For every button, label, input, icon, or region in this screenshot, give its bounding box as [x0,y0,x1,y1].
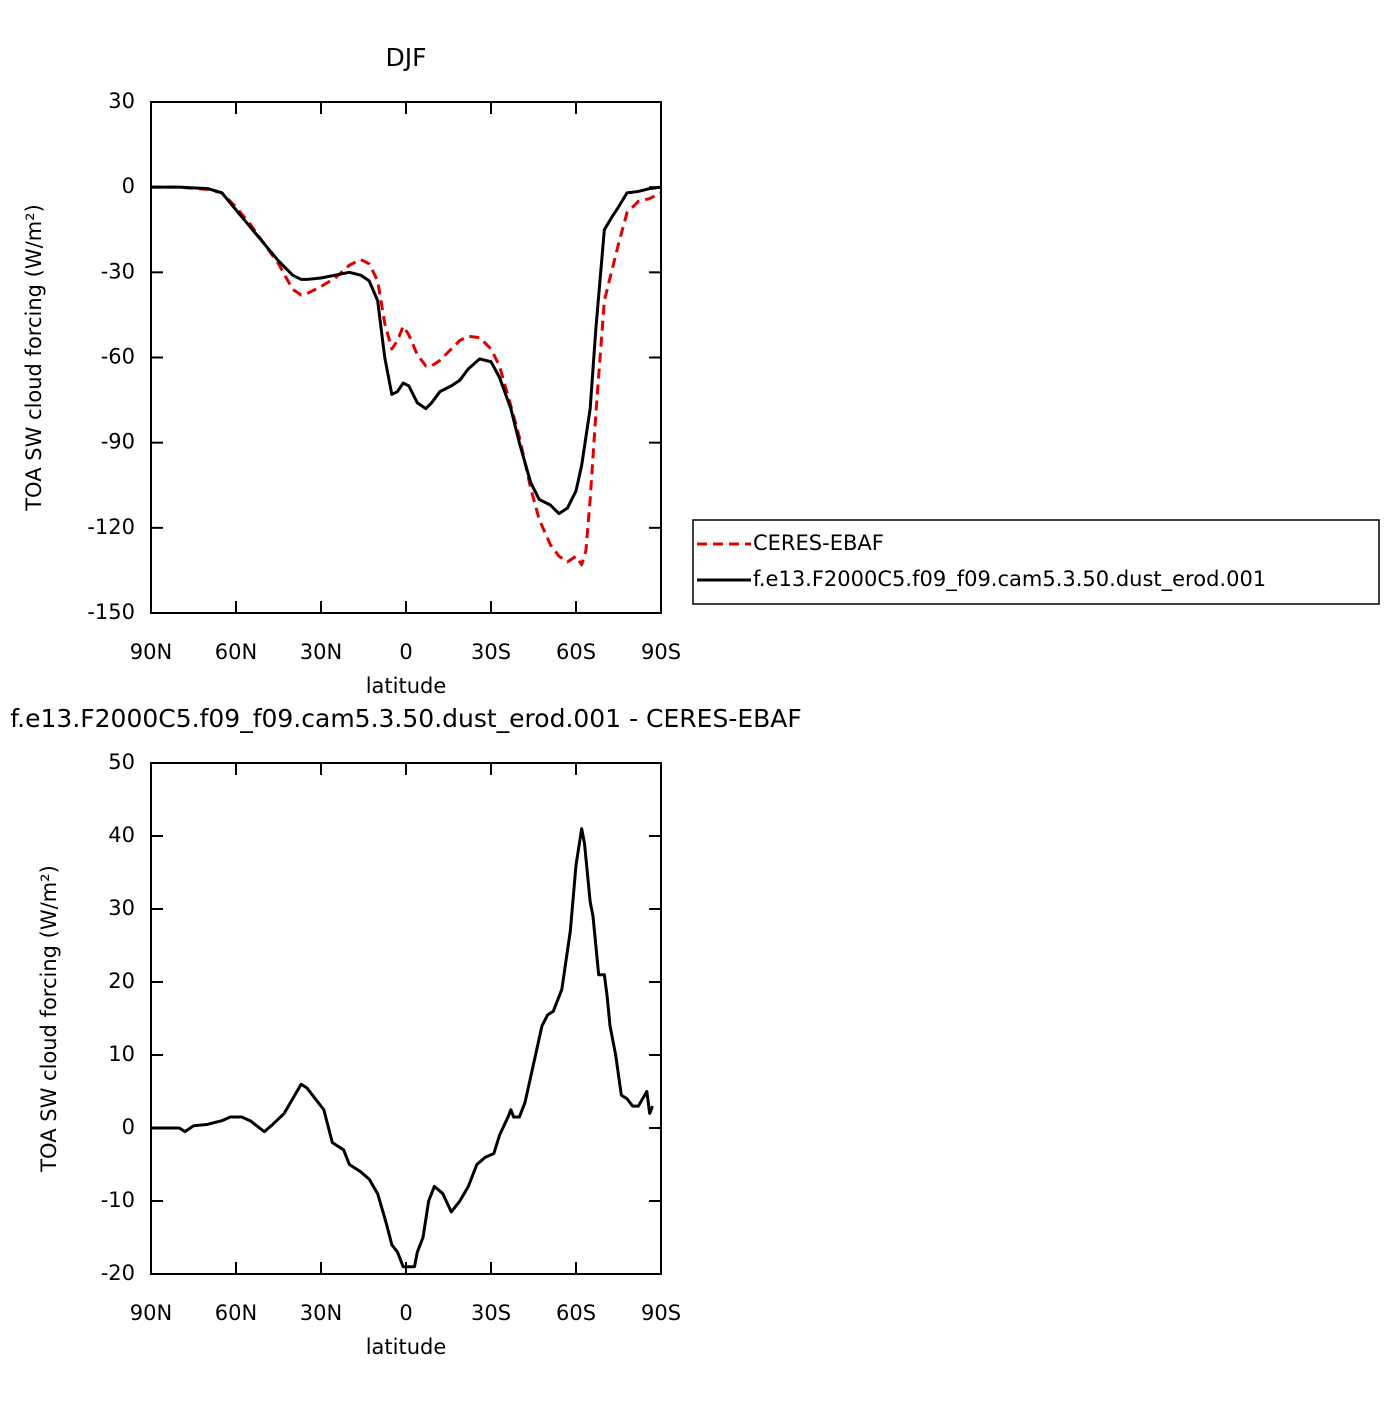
y-tick-label: 20 [108,969,135,993]
x-tick-label: 0 [399,640,412,664]
x-axis-label: latitude [366,674,447,698]
x-axis-label: latitude [366,1335,447,1359]
x-tick-label: 0 [399,1301,412,1325]
legend-label: CERES-EBAF [753,531,884,555]
x-tick-label: 30S [471,1301,511,1325]
x-tick-label: 90S [641,1301,681,1325]
y-tick-label: -90 [101,430,135,454]
chart-title: f.e13.F2000C5.f09_f09.cam5.3.50.dust_ero… [10,704,802,733]
chart-title: DJF [385,43,426,72]
data-line [151,185,662,567]
x-tick-label: 60S [556,640,596,664]
y-tick-label: -20 [101,1261,135,1285]
y-tick-label: -30 [101,259,135,283]
legend-box [692,519,1380,605]
plot-frame [150,101,662,614]
x-tick-label: 90N [130,640,172,664]
y-tick-label: 50 [108,750,135,774]
plot-frame [150,762,662,1275]
y-axis-label: TOA SW cloud forcing (W/m²) [22,204,46,512]
x-tick-label: 30N [300,640,342,664]
x-tick-label: 60N [215,1301,257,1325]
y-tick-label: 40 [108,823,135,847]
x-tick-label: 90S [641,640,681,664]
x-tick-label: 90N [130,1301,172,1325]
y-tick-label: 0 [122,1115,135,1139]
y-axis-label: TOA SW cloud forcing (W/m²) [37,865,61,1173]
y-tick-label: 10 [108,1042,135,1066]
data-line [151,827,654,1269]
y-tick-label: -10 [101,1188,135,1212]
x-tick-label: 60N [215,640,257,664]
data-line [151,185,662,516]
y-tick-label: -120 [87,515,135,539]
x-tick-label: 30N [300,1301,342,1325]
y-tick-label: -150 [87,600,135,624]
x-tick-label: 30S [471,640,511,664]
y-tick-label: -60 [101,345,135,369]
y-tick-label: 30 [108,896,135,920]
y-tick-label: 30 [108,89,135,113]
y-tick-label: 0 [122,174,135,198]
legend-label: f.e13.F2000C5.f09_f09.cam5.3.50.dust_ero… [753,567,1266,592]
x-tick-label: 60S [556,1301,596,1325]
